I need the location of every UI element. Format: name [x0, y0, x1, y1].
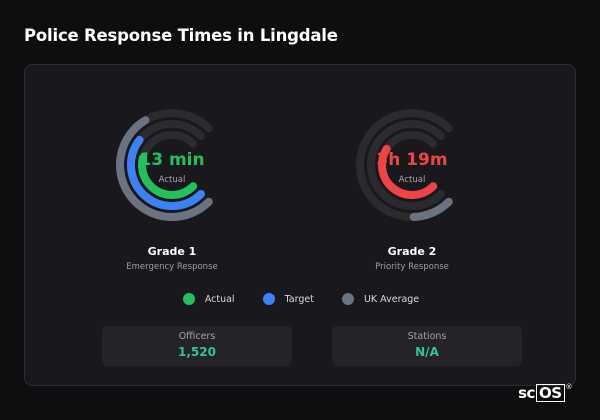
gauge-grade-2-value: 3h 19m — [376, 150, 448, 170]
stat-stations-value: N/A — [415, 345, 439, 359]
ring-target-track — [367, 120, 445, 210]
stat-stations: Stations N/A — [332, 326, 522, 366]
stat-officers-label: Officers — [178, 331, 216, 342]
stat-officers: Officers 1,520 — [102, 326, 292, 366]
legend-item-target: Target — [262, 293, 314, 305]
grade-1-subtitle: Emergency Response — [126, 262, 218, 272]
gauge-grade-1-value: 13 min — [139, 150, 205, 170]
brand-logo: sc OS ® — [518, 383, 573, 402]
ring-uk-average-fill — [116, 116, 213, 221]
brand-text: sc — [518, 384, 535, 402]
page-title: Police Response Times in Lingdale — [24, 26, 338, 45]
ring-actual-fill — [378, 144, 438, 199]
ring-actual-fill — [138, 153, 198, 199]
response-times-card: 13 min Actual Grade 1 Emergency Response… — [24, 64, 576, 386]
brand-registered-mark: ® — [565, 383, 573, 391]
legend-item-uk-average: UK Average — [341, 293, 420, 305]
brand-boxed-text: OS — [535, 384, 565, 402]
stat-officers-value: 1,520 — [178, 345, 216, 359]
legend: Actual Target UK Average — [25, 293, 577, 305]
gauge-grade-2-rings — [356, 109, 453, 221]
ring-uk-average-fill — [409, 197, 453, 221]
legend-label-target: Target — [284, 293, 314, 305]
legend-dot-actual — [182, 293, 195, 305]
legend-dot-uk-average — [341, 293, 354, 305]
gauge-grade-1-sub: Actual — [158, 175, 186, 185]
legend-label-actual: Actual — [204, 293, 235, 305]
legend-label-uk-average: UK Average — [363, 293, 420, 305]
grade-2-title: Grade 2 — [387, 245, 437, 258]
gauge-grade-2-sub: Actual — [398, 175, 426, 185]
grade-1-title: Grade 1 — [147, 245, 197, 258]
gauge-grade-1-rings — [116, 109, 213, 221]
legend-item-actual: Actual — [182, 293, 235, 305]
legend-dot-target — [262, 293, 275, 305]
stat-stations-label: Stations — [407, 331, 447, 342]
ring-target-fill — [127, 135, 205, 210]
grade-2-subtitle: Priority Response — [375, 262, 449, 272]
